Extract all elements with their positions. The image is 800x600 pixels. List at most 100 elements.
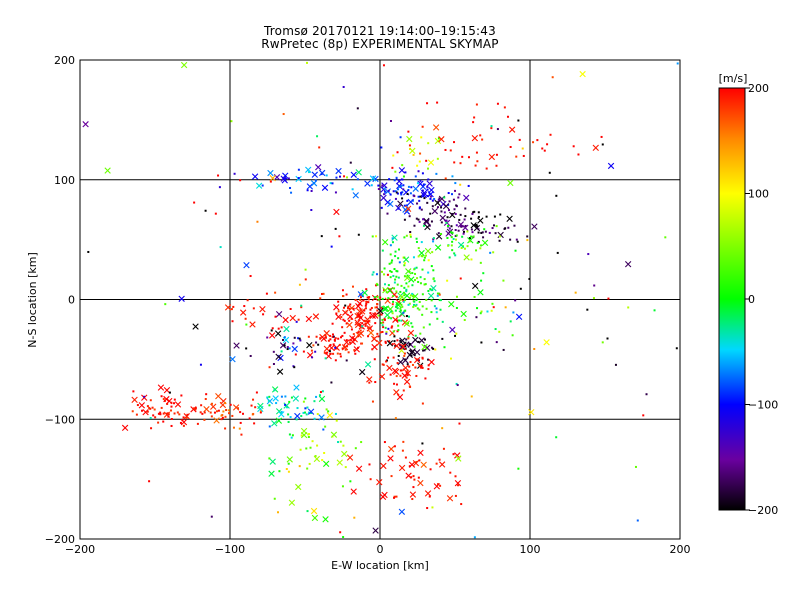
data-point (323, 351, 326, 354)
data-point-cross (359, 368, 366, 376)
data-point-cross (398, 167, 406, 174)
data-point (450, 236, 453, 239)
data-point (431, 251, 434, 254)
data-point-cross (346, 454, 354, 461)
data-point (409, 231, 412, 234)
data-point-cross (384, 311, 391, 319)
data-point (349, 161, 352, 164)
data-point-cross (355, 303, 362, 310)
data-point (294, 353, 297, 356)
data-point (341, 347, 344, 350)
data-point (87, 250, 90, 253)
data-point (227, 409, 230, 412)
data-point (399, 136, 402, 139)
data-point (489, 251, 492, 254)
data-point (437, 201, 440, 204)
data-point-cross (391, 367, 399, 375)
data-point (324, 336, 327, 339)
data-point (353, 349, 356, 352)
data-point (412, 303, 415, 306)
data-point (431, 506, 434, 509)
data-point-cross (333, 208, 340, 216)
data-point (334, 346, 337, 349)
data-point (364, 324, 367, 327)
data-point (270, 329, 273, 332)
data-point (454, 254, 457, 257)
data-point (380, 146, 383, 149)
data-point-cross (318, 414, 325, 421)
data-point (348, 307, 351, 310)
data-point-cross (275, 353, 282, 361)
data-point-cross (407, 198, 414, 206)
data-point (337, 310, 340, 313)
data-point (410, 476, 413, 479)
data-point (421, 125, 424, 128)
data-point (180, 394, 183, 397)
data-point (280, 410, 283, 413)
data-point (391, 237, 394, 240)
data-point (512, 311, 515, 314)
data-point (393, 382, 396, 385)
data-point (459, 277, 462, 280)
data-point (254, 406, 257, 409)
data-point (238, 427, 241, 430)
data-point-cross (457, 241, 465, 249)
data-point-cross (409, 147, 416, 155)
data-point (366, 296, 369, 299)
data-point (423, 349, 426, 352)
data-point (410, 322, 413, 325)
data-point (290, 191, 293, 194)
data-point (441, 337, 444, 340)
data-point-cross (454, 480, 462, 487)
data-point (471, 231, 474, 234)
data-point (405, 376, 408, 379)
data-point (634, 465, 637, 468)
data-point (231, 414, 234, 417)
data-point (447, 224, 450, 227)
data-point (455, 332, 458, 335)
data-point (167, 415, 170, 418)
data-point-cross (472, 282, 479, 290)
data-point (157, 421, 160, 424)
data-point (476, 160, 479, 163)
data-point-cross (310, 507, 318, 515)
data-point (380, 321, 383, 324)
data-point-cross (398, 464, 406, 472)
data-point (304, 397, 307, 400)
data-point-cross (300, 427, 308, 435)
data-point (345, 359, 348, 362)
data-point (230, 120, 233, 123)
data-point (480, 244, 483, 247)
data-point (401, 164, 404, 167)
data-point-cross (347, 313, 354, 320)
data-point-cross (442, 202, 450, 210)
data-point (418, 199, 421, 202)
data-point (396, 270, 399, 273)
data-point (426, 507, 429, 510)
data-point (170, 424, 173, 427)
data-point (452, 453, 455, 456)
data-point (276, 511, 279, 514)
data-point (417, 247, 420, 250)
data-point (377, 298, 380, 301)
data-point (356, 178, 359, 181)
data-point (479, 312, 482, 315)
data-point (323, 451, 326, 454)
data-point-cross (350, 488, 357, 495)
data-point (391, 325, 394, 328)
data-point (369, 478, 372, 481)
data-point (409, 192, 412, 195)
data-point (509, 320, 512, 323)
data-point (452, 237, 455, 240)
data-point (439, 484, 442, 487)
data-point-cross (251, 173, 259, 180)
data-point (200, 404, 203, 407)
data-point-cross (277, 354, 284, 362)
data-point (182, 416, 185, 419)
data-point-cross (381, 182, 388, 189)
data-point (403, 264, 406, 267)
data-point (408, 215, 411, 218)
data-point-cross (357, 314, 364, 322)
data-point (462, 232, 465, 235)
data-point (451, 231, 454, 234)
